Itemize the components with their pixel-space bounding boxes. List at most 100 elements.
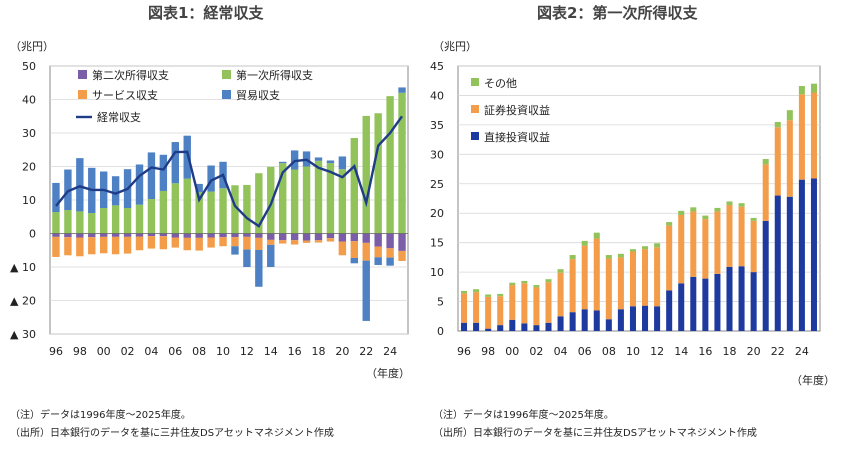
y-tick-label: 15 (430, 237, 444, 250)
y-axis-unit: （兆円） (10, 40, 54, 53)
y-tick-label: ▲ 20 (10, 295, 36, 308)
bar-segment (267, 233, 275, 240)
bar-segment (255, 173, 263, 234)
bar-segment (461, 290, 468, 294)
current-account-chart: 50 40 30 20 10 0 ▲ 10 ▲ 20 ▲ 30 96 98 00 02 04 06 08 10 1… (10, 60, 409, 358)
bar-segment (64, 169, 72, 211)
bar-segment (326, 233, 335, 239)
legend-swatch (471, 105, 479, 113)
bar-segment (533, 325, 540, 331)
bar-segment (617, 257, 624, 310)
bar-segment (473, 292, 480, 323)
bar-segment (678, 210, 685, 215)
bar-segment (135, 204, 144, 234)
bar-segment (461, 322, 468, 331)
bar-segment (350, 241, 358, 258)
bar-segment (231, 233, 239, 238)
bar-segment (171, 142, 179, 184)
x-axis-unit: （年度） (366, 367, 410, 380)
bar-segment (605, 258, 612, 320)
bar-segment (509, 282, 516, 286)
x-tick-label: 00 (97, 345, 111, 358)
y-tick-label: 30 (22, 127, 36, 140)
x-tick-label: 98 (481, 345, 495, 358)
bar-segment (362, 233, 370, 243)
bar-segment (605, 255, 612, 259)
bar-segment (374, 246, 382, 258)
bar-segment (521, 280, 528, 284)
bar-segment (159, 236, 168, 250)
x-tick-label: 14 (674, 345, 688, 358)
bar-segment (726, 266, 733, 331)
bar-segment (219, 237, 227, 247)
bar-segment (557, 272, 564, 317)
y-axis-unit: （兆円） (433, 40, 477, 53)
bar-segment (195, 233, 203, 238)
bar-segment (362, 115, 370, 234)
y-tick-label: 30 (430, 148, 444, 161)
bar-segment (545, 279, 552, 283)
x-tick-label: 00 (505, 345, 519, 358)
y-tick-label: 40 (430, 89, 444, 102)
bar-segment (485, 328, 492, 331)
bar-segment (521, 283, 528, 324)
bar-segment (255, 237, 263, 250)
bar-segment (267, 239, 275, 245)
bar-segment (386, 257, 394, 266)
chart-note: （注）データは1996年度～2025年度。 (433, 410, 614, 421)
bar-segment (386, 248, 394, 258)
bar-segment (243, 236, 251, 250)
bar-segment (617, 309, 624, 331)
bar-segment (642, 305, 649, 331)
bar-segment (279, 233, 287, 241)
bar-segment (76, 158, 84, 212)
bar-segment (750, 272, 757, 331)
bar-segment (690, 207, 697, 212)
y-tick-label: 40 (22, 94, 36, 107)
bar-segment (738, 203, 745, 207)
bar-segment (569, 312, 576, 331)
y-tick-label: 20 (430, 207, 444, 220)
x-tick-label: 20 (335, 345, 349, 358)
bar-segment (279, 161, 287, 164)
bar-segment (290, 240, 299, 245)
bar-segment (135, 236, 144, 251)
bar-segment (798, 86, 805, 95)
x-tick-label: 08 (602, 345, 616, 358)
bar-segment (798, 94, 805, 180)
bar-segment (123, 236, 132, 254)
bar-segment (88, 213, 96, 234)
bar-segment (786, 110, 793, 121)
x-tick-label: 10 (626, 345, 640, 358)
current-account-panel: 図表1：経常収支 （兆円） （年度） （注）データは1996年度～2025年度。… (10, 4, 410, 439)
bar-segment (111, 205, 120, 234)
bar-segment (135, 164, 144, 205)
bar-segment (714, 207, 721, 212)
bar-segment (350, 233, 358, 242)
bar-segment (569, 259, 576, 313)
bar-segment (461, 293, 468, 323)
chart-note: （注）データは1996年度～2025年度。 (10, 410, 191, 421)
bar-segment (386, 96, 394, 234)
legend-label: サービス収支 (92, 89, 158, 102)
bar-segment (279, 240, 287, 244)
x-tick-label: 96 (457, 345, 471, 358)
bar-segment (302, 233, 311, 241)
bar-segment (314, 157, 323, 161)
bar-segment (605, 319, 612, 331)
bar-segment (374, 113, 382, 234)
bar-segment (135, 233, 144, 237)
bar-segment (750, 217, 757, 221)
bar-segment (654, 247, 661, 307)
bar-segment (374, 257, 382, 265)
chart-title: 図表1：経常収支 (148, 4, 264, 22)
bar-segment (195, 183, 203, 192)
bar-segment (52, 233, 60, 237)
y-tick-label: 50 (22, 60, 36, 73)
y-tick-label: 35 (430, 119, 444, 132)
bar-segment (338, 156, 347, 170)
bar-segment (362, 260, 370, 321)
bar-segment (76, 237, 84, 257)
bar-segment (533, 285, 540, 288)
bar-segment (159, 233, 168, 237)
